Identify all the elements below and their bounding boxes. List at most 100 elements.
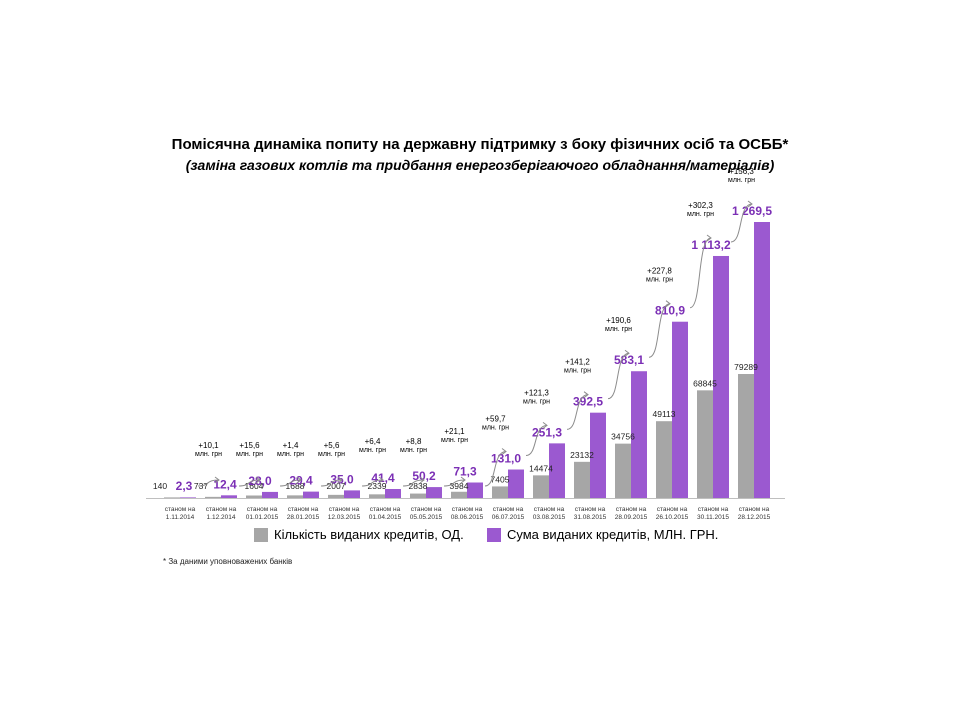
increment-value-13: +156,3 [729, 167, 754, 176]
data-label-count-10: 23132 [570, 450, 594, 460]
data-label-count-13: 68845 [693, 378, 717, 388]
increment-arrowhead-1 [255, 476, 261, 484]
increment-arrow-6 [443, 479, 466, 487]
increment-unit-13: млн. грн [728, 177, 755, 184]
increment-unit-6: млн. грн [441, 437, 468, 444]
increment-unit-12: млн. грн [687, 211, 714, 218]
bar-sum-9 [549, 443, 565, 498]
increment-arrow-13 [730, 203, 753, 243]
data-label-count-5: 2339 [368, 481, 387, 491]
legend-label-count: Кількість виданих кредитів, ОД. [274, 527, 464, 542]
bar-count-7 [451, 491, 467, 498]
tick-label-line1-0: станом на [165, 506, 196, 513]
tick-label-line1-14: станом на [739, 506, 770, 513]
bar-sum-14 [754, 222, 770, 498]
tick-label-line2-11: 28.09.2015 [615, 514, 648, 521]
tick-label-line2-14: 28.12.2015 [738, 514, 771, 521]
bar-count-3 [287, 495, 303, 498]
tick-label-line2-13: 30.11.2015 [697, 514, 729, 521]
increment-value-9: +141,2 [565, 358, 590, 367]
bar-sum-10 [590, 412, 606, 498]
bar-count-1 [205, 496, 221, 498]
increment-value-5: +8,8 [406, 437, 422, 446]
increment-value-2: +1,4 [283, 441, 299, 450]
increment-arrowhead-7 [501, 448, 507, 455]
bar-count-11 [615, 443, 631, 498]
data-label-sum-0: 2,3 [176, 479, 193, 493]
tick-label-line2-4: 12.03.2015 [328, 514, 361, 521]
bar-count-13 [697, 390, 713, 498]
chart-subtitle: (заміна газових котлів та придбання енер… [185, 157, 775, 173]
data-label-sum-12: 810,9 [655, 304, 685, 318]
bar-count-8 [492, 486, 508, 498]
increment-arrowhead-3 [337, 476, 343, 484]
bar-sum-6 [426, 487, 442, 498]
tick-label-line1-13: станом на [698, 506, 729, 513]
increment-arrow-4 [361, 479, 384, 487]
increment-arrow-11 [648, 303, 671, 358]
tick-label-line2-10: 31.08.2015 [574, 514, 607, 521]
legend-label-sum: Сума виданих кредитів, МЛН. ГРН. [507, 527, 719, 542]
bar-count-14 [738, 374, 754, 498]
data-label-sum-6: 50,2 [412, 469, 436, 483]
data-label-sum-7: 71,3 [453, 464, 477, 478]
increment-unit-1: млн. грн [236, 451, 263, 458]
data-label-count-2: 1604 [245, 481, 264, 491]
increment-arrowhead-5 [419, 476, 425, 484]
increment-arrow-10 [607, 352, 630, 400]
tick-label-line1-9: станом на [534, 506, 565, 513]
bar-count-10 [574, 461, 590, 498]
tick-label-line2-3: 28.01.2015 [287, 514, 320, 521]
increment-arrow-12 [689, 237, 712, 309]
increment-unit-9: млн. грн [564, 368, 591, 375]
bar-count-12 [656, 421, 672, 498]
data-label-count-3: 1688 [286, 481, 305, 491]
tick-label-line2-8: 06.07.2015 [492, 514, 525, 521]
data-label-count-7: 3984 [450, 481, 469, 491]
increment-arrowhead-12 [706, 234, 712, 242]
data-label-sum-14: 1 269,5 [732, 204, 772, 218]
data-label-sum-13: 1 113,2 [691, 238, 731, 252]
tick-label-line2-1: 1.12.2014 [207, 514, 236, 521]
bar-sum-3 [303, 491, 319, 498]
data-label-sum-8: 131,0 [491, 452, 521, 466]
increment-value-7: +59,7 [485, 415, 506, 424]
bar-sum-4 [344, 490, 360, 498]
increment-value-10: +190,6 [606, 316, 631, 325]
data-label-count-6: 2838 [409, 481, 428, 491]
bar-sum-7 [467, 482, 483, 498]
increment-value-8: +121,3 [524, 388, 549, 397]
data-label-sum-1: 12,4 [213, 477, 237, 491]
increment-unit-10: млн. грн [605, 326, 632, 333]
bar-sum-12 [672, 321, 688, 498]
tick-label-line1-6: станом на [411, 506, 442, 513]
footnote: * За даними уповноважених банків [163, 557, 293, 566]
increment-unit-0: млн. грн [195, 451, 222, 458]
data-label-sum-5: 41,4 [371, 471, 395, 485]
increment-value-12: +302,3 [688, 201, 713, 210]
increment-unit-8: млн. грн [523, 398, 550, 405]
data-label-sum-3: 29,4 [289, 474, 313, 488]
tick-label-line1-4: станом на [329, 506, 360, 513]
tick-label-line1-5: станом на [370, 506, 401, 513]
data-label-count-4: 2007 [327, 481, 346, 491]
increment-arrow-8 [525, 424, 548, 457]
increment-unit-2: млн. грн [277, 451, 304, 458]
increment-arrowhead-9 [583, 391, 589, 399]
increment-unit-5: млн. грн [400, 447, 427, 454]
bar-count-0 [164, 497, 180, 498]
legend-item-count: Кількість виданих кредитів, ОД. [254, 527, 464, 542]
bar-count-5 [369, 494, 385, 498]
data-label-count-9: 14474 [529, 463, 553, 473]
data-label-sum-9: 251,3 [532, 425, 562, 439]
bar-count-4 [328, 494, 344, 498]
tick-label-line2-12: 26.10.2015 [656, 514, 689, 521]
tick-label-line1-7: станом на [452, 506, 483, 513]
bar-sum-2 [262, 491, 278, 498]
increment-arrow-3 [320, 479, 343, 487]
tick-label-line2-5: 01.04.2015 [369, 514, 402, 521]
data-label-sum-10: 392,5 [573, 395, 603, 409]
data-label-sum-11: 583,1 [614, 353, 644, 367]
tick-label-line2-0: 1.11.2014 [166, 514, 195, 521]
